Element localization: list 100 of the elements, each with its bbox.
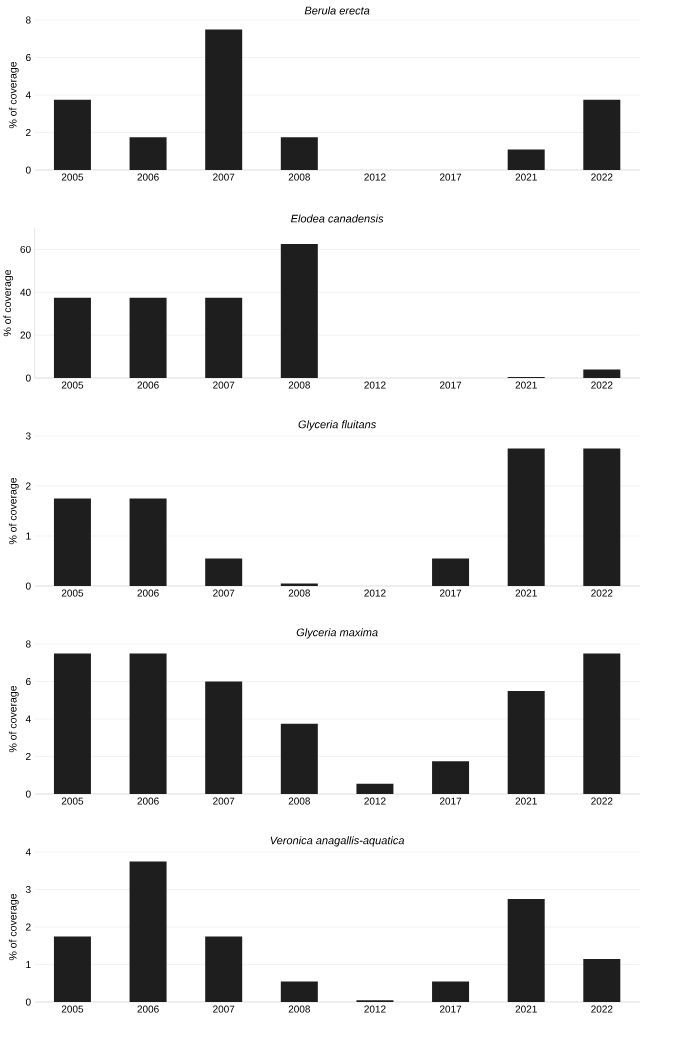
bar (204, 936, 242, 1002)
x-tick-label: 2006 (137, 1005, 159, 1013)
x-tick-label: 2022 (590, 589, 613, 597)
y-tick-label: 0 (25, 790, 31, 798)
bar (129, 297, 167, 379)
y-axis-title: % of coverage (3, 269, 13, 337)
x-tick-label: 2007 (212, 589, 235, 597)
x-tick-label: 2021 (515, 173, 537, 181)
y-tick-label: 8 (25, 16, 31, 24)
x-tick-label: 2012 (364, 381, 386, 389)
y-tick-label: 4 (25, 91, 31, 99)
x-tick-label: 2006 (137, 797, 159, 805)
x-tick-label: 2012 (364, 1005, 386, 1013)
y-tick-label: 6 (25, 53, 31, 62)
y-tick-label: 8 (25, 640, 31, 648)
x-tick-label: 2012 (364, 589, 386, 597)
y-tick-label: 2 (25, 482, 31, 490)
bar (507, 690, 545, 795)
y-tick-label: 20 (20, 331, 31, 339)
x-tick-label: 2005 (61, 381, 83, 389)
y-tick-label: 2 (25, 129, 31, 136)
bar (53, 936, 91, 1002)
bar (280, 723, 318, 795)
x-tick-label: 2017 (439, 173, 461, 181)
y-tick-label: 1 (26, 532, 31, 540)
x-tick-label: 2008 (288, 797, 310, 805)
x-tick-label: 2021 (515, 797, 537, 805)
y-axis-title: % of coverage (8, 893, 19, 961)
bar (431, 558, 469, 587)
x-tick-label: 2005 (61, 1005, 83, 1013)
x-tick-label: 2021 (515, 589, 537, 597)
bar (431, 761, 469, 795)
x-tick-label: 2005 (61, 173, 83, 181)
bar (280, 981, 318, 1002)
y-tick-label: 3 (25, 885, 31, 894)
y-tick-label: 60 (20, 245, 31, 253)
x-tick-label: 2022 (590, 173, 613, 181)
bar (507, 448, 545, 587)
y-axis-title: % of coverage (8, 477, 19, 545)
bar (583, 369, 621, 379)
bar (129, 653, 167, 795)
bar (507, 149, 545, 171)
bar (204, 297, 242, 379)
x-tick-label: 2008 (288, 381, 310, 389)
x-tick-label: 2017 (439, 1005, 461, 1013)
y-tick-label: 2 (25, 753, 31, 760)
bar (204, 681, 242, 795)
x-tick-label: 2012 (364, 797, 386, 805)
y-tick-label: 0 (25, 166, 31, 174)
bar (583, 99, 621, 171)
y-tick-label: 40 (19, 288, 31, 296)
bar (507, 898, 545, 1002)
x-tick-label: 2007 (212, 173, 235, 181)
bar (583, 653, 621, 795)
y-tick-label: 6 (25, 677, 31, 686)
x-tick-label: 2007 (212, 797, 235, 805)
x-tick-label: 2007 (212, 1005, 235, 1013)
bar (53, 498, 91, 587)
x-tick-label: 2005 (61, 797, 83, 805)
y-tick-label: 0 (25, 582, 31, 590)
bar (53, 99, 91, 171)
bar (129, 137, 167, 171)
chart-title: Glyceria maxima (296, 628, 378, 639)
x-tick-label: 2008 (288, 173, 310, 181)
x-tick-label: 2021 (515, 1005, 537, 1013)
x-tick-label: 2017 (439, 381, 461, 389)
y-tick-label: 0 (25, 374, 31, 382)
bar (356, 783, 394, 795)
chart-title: Veronica anagallis-aquatica (270, 836, 404, 847)
chart-title: Glyceria fluitans (298, 420, 376, 431)
y-axis-title: % of coverage (8, 685, 19, 753)
x-tick-label: 2022 (590, 1005, 613, 1013)
x-tick-label: 2008 (288, 589, 310, 597)
bar (204, 29, 242, 171)
bar (583, 958, 621, 1002)
bar (280, 244, 318, 379)
y-tick-label: 4 (25, 848, 31, 856)
bar (129, 861, 167, 1002)
y-tick-label: 1 (26, 961, 31, 968)
y-tick-label: 0 (25, 998, 31, 1006)
x-tick-label: 2006 (137, 173, 159, 181)
x-tick-label: 2006 (137, 381, 159, 389)
y-tick-label: 2 (25, 923, 31, 931)
bar (583, 448, 621, 587)
y-tick-label: 4 (25, 715, 31, 723)
x-tick-label: 2021 (515, 381, 537, 389)
y-tick-label: 3 (25, 432, 31, 440)
bar (53, 297, 91, 379)
x-tick-label: 2006 (137, 589, 159, 597)
bar (204, 558, 242, 587)
y-axis-title: % of coverage (8, 61, 19, 129)
x-tick-label: 2017 (439, 589, 461, 597)
chart-title: Elodea canadensis (290, 214, 384, 223)
x-tick-label: 2022 (590, 797, 613, 805)
bar (53, 653, 91, 795)
bar (431, 981, 469, 1002)
x-tick-label: 2012 (364, 173, 386, 181)
chart-title: Berula erecta (304, 6, 370, 15)
bar (129, 498, 167, 587)
x-tick-label: 2005 (61, 589, 83, 597)
